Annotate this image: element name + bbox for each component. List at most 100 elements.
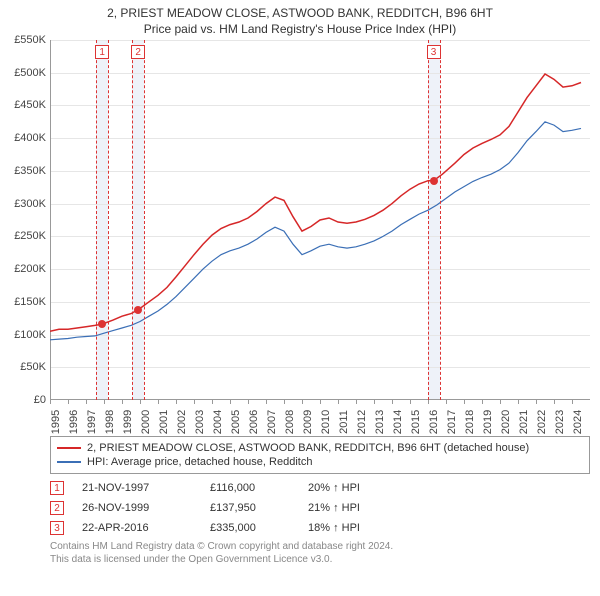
legend-swatch-price-paid: [57, 447, 81, 449]
sale-band-border: [132, 40, 133, 400]
x-tick-label: 1995: [50, 410, 62, 434]
x-tick-label: 2006: [248, 410, 260, 434]
x-tick-mark: [482, 400, 483, 404]
x-tick-mark: [536, 400, 537, 404]
x-tick-label: 2005: [230, 410, 242, 434]
sales-row: 2 26-NOV-1999 £137,950 21% ↑ HPI: [50, 498, 590, 518]
x-tick-label: 2003: [194, 410, 206, 434]
x-tick-label: 2014: [392, 410, 404, 434]
x-tick-label: 2008: [284, 410, 296, 434]
sales-row-price: £137,950: [210, 502, 290, 514]
chart-title-address: 2, PRIEST MEADOW CLOSE, ASTWOOD BANK, RE…: [0, 6, 600, 20]
x-tick-label: 2011: [338, 410, 350, 434]
x-tick-label: 2002: [176, 410, 188, 434]
sales-row-date: 22-APR-2016: [82, 522, 192, 534]
x-tick-mark: [158, 400, 159, 404]
y-tick-label: £450K: [14, 99, 46, 111]
sales-row: 322-APR-2016£335,00018% ↑ HPI: [50, 518, 590, 538]
x-tick-mark: [176, 400, 177, 404]
x-tick-label: 2012: [356, 410, 368, 434]
sale-band-border: [108, 40, 109, 400]
y-tick-label: £250K: [14, 230, 46, 242]
x-tick-label: 1996: [68, 410, 80, 434]
x-tick-mark: [446, 400, 447, 404]
x-tick-label: 2016: [428, 410, 440, 434]
x-tick-mark: [392, 400, 393, 404]
x-tick-mark: [122, 400, 123, 404]
sales-row-price: £335,000: [210, 522, 290, 534]
x-tick-label: 2020: [500, 410, 512, 434]
sales-row-pct: 21% ↑ HPI: [308, 502, 398, 514]
y-tick-label: £150K: [14, 296, 46, 308]
x-tick-mark: [338, 400, 339, 404]
x-tick-mark: [464, 400, 465, 404]
x-tick-label: 2015: [410, 410, 422, 434]
sales-table: 121-NOV-1997£116,00020% ↑ HPI226-NOV-199…: [50, 478, 590, 538]
x-tick-label: 2001: [158, 410, 170, 434]
x-tick-mark: [320, 400, 321, 404]
x-tick-label: 2013: [374, 410, 386, 434]
sales-row-date: 26-NOV-1999: [82, 502, 192, 514]
x-tick-label: 2019: [482, 410, 494, 434]
sales-row-pct: 18% ↑ HPI: [308, 522, 398, 534]
sale-badge: 2: [131, 45, 145, 59]
legend-swatch-hpi: [57, 461, 81, 463]
x-tick-mark: [284, 400, 285, 404]
sale-marker: [134, 306, 142, 314]
footer-attribution: Contains HM Land Registry data © Crown c…: [50, 540, 590, 566]
x-tick-label: 2024: [572, 410, 584, 434]
x-tick-mark: [140, 400, 141, 404]
x-tick-label: 2007: [266, 410, 278, 434]
x-tick-mark: [266, 400, 267, 404]
series-hpi: [50, 122, 581, 340]
sales-row: 121-NOV-1997£116,00020% ↑ HPI: [50, 478, 590, 498]
y-tick-label: £350K: [14, 165, 46, 177]
x-tick-mark: [410, 400, 411, 404]
x-tick-mark: [572, 400, 573, 404]
y-tick-label: £50K: [20, 361, 46, 373]
sales-row-pct: 20% ↑ HPI: [308, 482, 398, 494]
x-tick-mark: [518, 400, 519, 404]
x-tick-label: 2018: [464, 410, 476, 434]
y-tick-label: £500K: [14, 67, 46, 79]
chart-area: 123 £0£50K£100K£150K£200K£250K£300K£350K…: [50, 40, 590, 430]
sale-band-border: [440, 40, 441, 400]
x-tick-label: 2010: [320, 410, 332, 434]
legend-label-hpi: HPI: Average price, detached house, Redd…: [87, 456, 312, 468]
x-tick-label: 2021: [518, 410, 530, 434]
y-tick-label: £0: [34, 394, 46, 406]
sale-badge: 1: [95, 45, 109, 59]
sale-band-border: [96, 40, 97, 400]
sales-row-date: 21-NOV-1997: [82, 482, 192, 494]
plot-region: 1 2 3: [50, 40, 590, 400]
legend-label-price-paid: 2, PRIEST MEADOW CLOSE, ASTWOOD BANK, RE…: [87, 442, 529, 454]
x-tick-mark: [500, 400, 501, 404]
x-tick-mark: [302, 400, 303, 404]
x-tick-mark: [68, 400, 69, 404]
sales-row-price: £116,000: [210, 482, 290, 494]
legend-row-price-paid: 2, PRIEST MEADOW CLOSE, ASTWOOD BANK, RE…: [57, 441, 583, 455]
sale-badge: 3: [427, 45, 441, 59]
footer-line1: Contains HM Land Registry data © Crown c…: [50, 540, 590, 553]
sales-row-badge: 2: [50, 501, 64, 515]
x-tick-label: 2017: [446, 410, 458, 434]
legend: 2, PRIEST MEADOW CLOSE, ASTWOOD BANK, RE…: [50, 436, 590, 474]
x-tick-mark: [86, 400, 87, 404]
y-tick-label: £400K: [14, 132, 46, 144]
x-tick-mark: [104, 400, 105, 404]
sale-marker: [98, 320, 106, 328]
x-tick-mark: [230, 400, 231, 404]
x-axis: 1995199619971998199920002001200220032004…: [50, 400, 590, 430]
x-tick-label: 2000: [140, 410, 152, 434]
y-axis: £0£50K£100K£150K£200K£250K£300K£350K£400…: [0, 40, 48, 400]
x-tick-mark: [212, 400, 213, 404]
x-tick-label: 1999: [122, 410, 134, 434]
sale-band-border: [144, 40, 145, 400]
y-tick-label: £100K: [14, 329, 46, 341]
sale-band-border: [428, 40, 429, 400]
y-tick-label: £550K: [14, 34, 46, 46]
x-tick-label: 1998: [104, 410, 116, 434]
x-tick-mark: [356, 400, 357, 404]
x-tick-mark: [428, 400, 429, 404]
sale-marker: [430, 177, 438, 185]
